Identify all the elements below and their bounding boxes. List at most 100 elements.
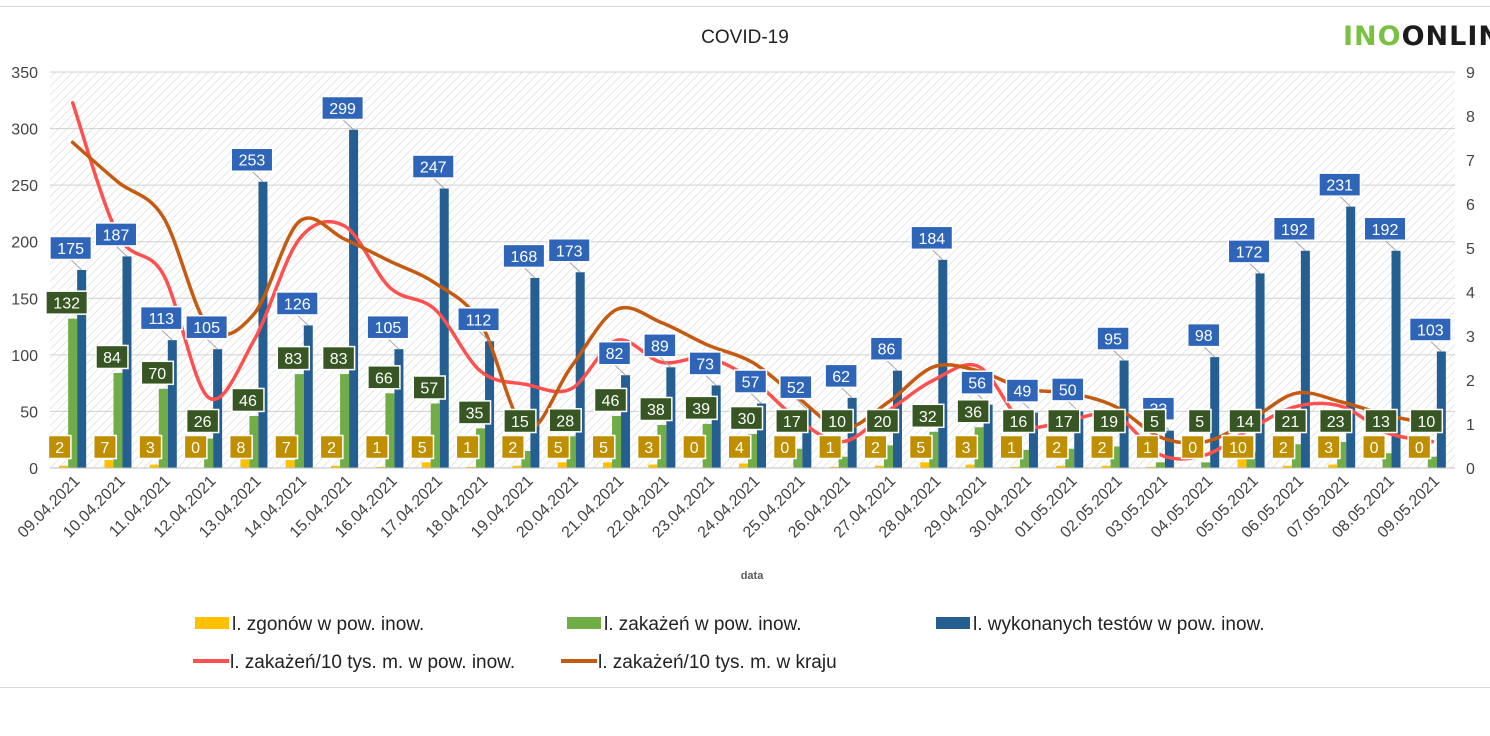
bar xyxy=(575,272,585,468)
chart-title: COVID-19 xyxy=(701,27,789,48)
data-label-box xyxy=(1092,408,1126,434)
data-label-box xyxy=(1221,434,1255,460)
bar xyxy=(303,325,313,468)
data-label: 49 xyxy=(1014,384,1032,401)
data-label-leader xyxy=(478,330,490,342)
data-label-box xyxy=(185,408,220,434)
data-label: 98 xyxy=(1195,328,1213,345)
bar xyxy=(1010,466,1020,468)
data-label-leader xyxy=(568,261,581,273)
data-label-box xyxy=(1318,408,1353,434)
data-label-leader xyxy=(387,338,400,350)
bar xyxy=(1155,462,1165,468)
bar xyxy=(974,427,984,468)
data-label-box xyxy=(1271,434,1296,460)
data-label: 184 xyxy=(918,231,945,248)
data-label-box xyxy=(1047,408,1081,434)
data-label: 13 xyxy=(1372,414,1390,431)
data-label-box xyxy=(457,307,501,332)
data-label-box xyxy=(321,95,365,121)
data-label-box xyxy=(1362,434,1387,460)
legend-label: l. zakażeń/10 tys. m. w kraju xyxy=(598,652,837,673)
bar xyxy=(702,423,712,468)
data-label-box xyxy=(639,396,673,422)
data-label: 36 xyxy=(964,404,982,421)
data-label: 2 xyxy=(1098,440,1107,457)
data-label-box xyxy=(276,345,311,371)
data-label-box xyxy=(228,434,253,460)
data-label: 168 xyxy=(511,249,538,266)
bar xyxy=(1056,465,1066,468)
bar xyxy=(285,460,295,468)
data-label: 253 xyxy=(239,153,266,170)
data-label-box xyxy=(727,434,752,460)
data-label: 247 xyxy=(420,160,447,177)
data-label-box xyxy=(684,395,718,421)
data-label-box xyxy=(956,399,990,424)
data-label: 2 xyxy=(55,440,64,457)
bar xyxy=(104,460,114,468)
bar xyxy=(249,415,259,468)
data-label-box xyxy=(869,336,904,361)
data-label-box xyxy=(321,345,356,371)
data-label: 173 xyxy=(556,243,583,260)
data-label-box xyxy=(457,400,492,425)
legend-label: l. zakażeń/10 tys. m. w pow. inow. xyxy=(230,652,515,673)
data-label: 126 xyxy=(284,296,311,313)
data-label-leader xyxy=(342,119,354,131)
bar xyxy=(748,434,757,468)
y-tick-label: 200 xyxy=(11,235,38,252)
data-label: 3 xyxy=(146,440,155,457)
data-label: 2 xyxy=(1279,440,1288,457)
data-label: 70 xyxy=(148,366,166,383)
legend-label: l. zgonów w pow. inow. xyxy=(232,614,424,635)
data-label-box xyxy=(1407,434,1432,460)
y-tick-label: 300 xyxy=(11,122,38,139)
data-label-leader xyxy=(432,177,445,189)
data-label: 105 xyxy=(193,320,220,337)
bar xyxy=(757,403,766,468)
data-label: 50 xyxy=(1059,382,1077,399)
data-label-box xyxy=(820,408,854,434)
bar xyxy=(394,349,404,468)
data-label: 0 xyxy=(1415,440,1424,457)
data-label: 7 xyxy=(101,440,110,457)
data-label-box xyxy=(593,387,628,413)
data-label: 46 xyxy=(239,393,257,410)
y2-tick-label: 9 xyxy=(1466,65,1475,82)
bar xyxy=(1346,206,1356,468)
y2-tick-label: 6 xyxy=(1466,197,1475,214)
data-label-leader xyxy=(704,374,717,386)
y2-tick-label: 7 xyxy=(1466,153,1475,170)
bar xyxy=(711,385,721,468)
data-label: 1 xyxy=(826,440,835,457)
bar xyxy=(1237,456,1247,468)
data-label: 112 xyxy=(466,312,492,329)
bar xyxy=(1201,462,1211,468)
data-label: 35 xyxy=(466,405,484,422)
data-label-box xyxy=(275,291,319,316)
bar xyxy=(838,456,848,468)
data-label-leader xyxy=(795,398,808,410)
data-label: 17 xyxy=(1055,414,1073,431)
bar xyxy=(430,403,440,468)
bar xyxy=(874,465,884,468)
data-label: 38 xyxy=(647,402,665,419)
bar xyxy=(530,277,540,468)
data-label: 83 xyxy=(330,351,348,368)
data-label: 1 xyxy=(463,440,472,457)
bar xyxy=(512,465,522,468)
data-label: 39 xyxy=(692,401,710,418)
data-label: 192 xyxy=(1281,222,1308,239)
bar xyxy=(421,462,431,468)
data-label-box xyxy=(1096,326,1130,351)
bar xyxy=(467,466,477,468)
bar xyxy=(920,462,930,468)
data-label-leader xyxy=(840,386,853,399)
bar xyxy=(340,374,350,468)
data-label-box xyxy=(47,434,72,460)
bar xyxy=(1146,466,1156,468)
bar xyxy=(349,129,359,468)
bar xyxy=(1246,452,1256,468)
